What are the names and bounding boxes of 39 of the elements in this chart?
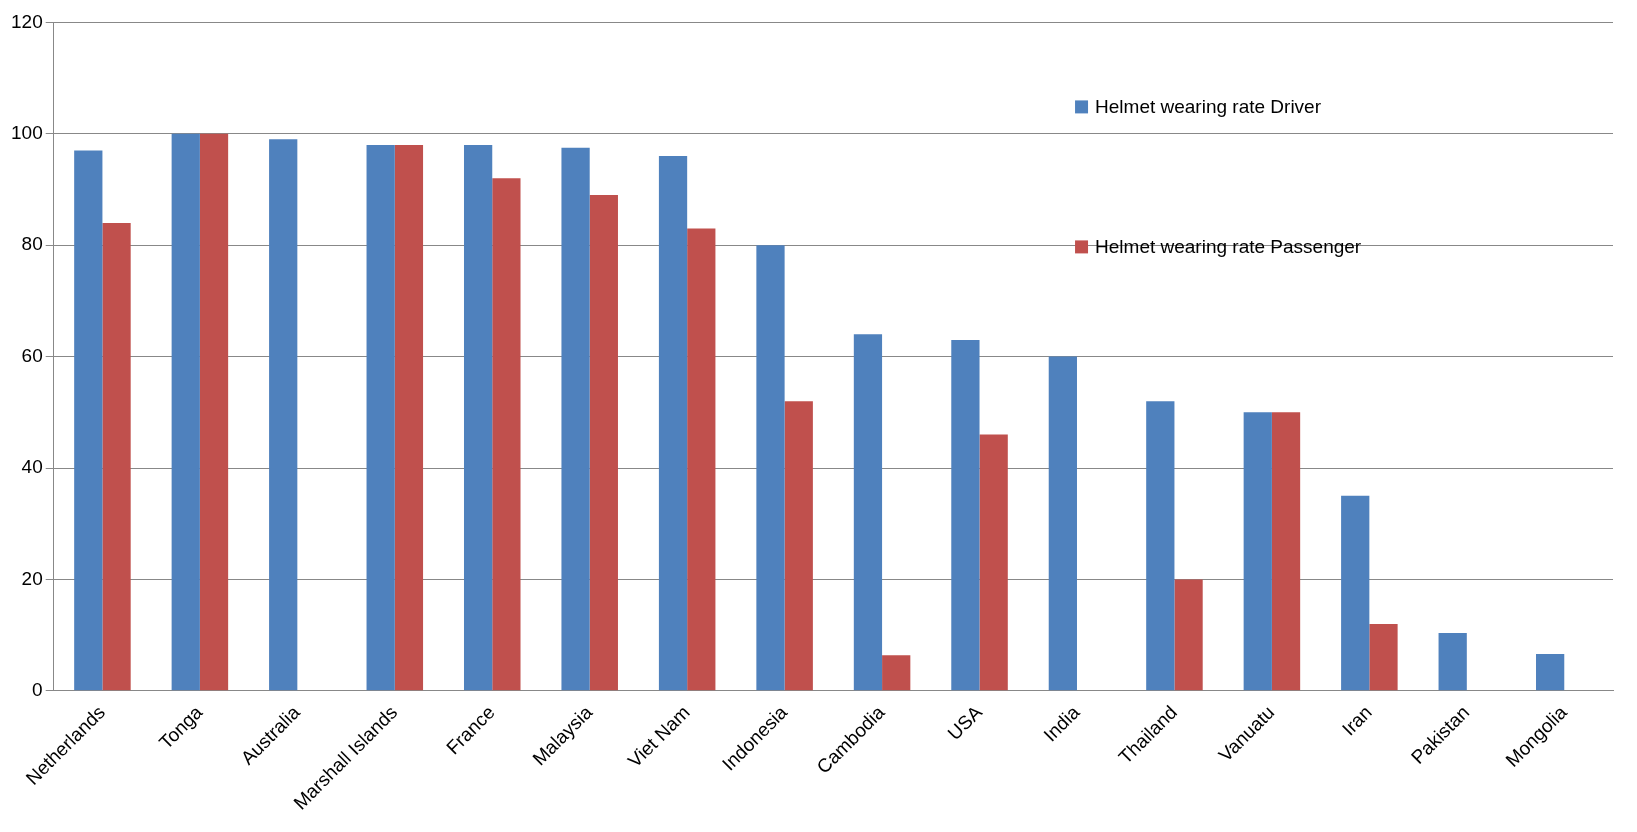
bar (1341, 495, 1370, 691)
bar (979, 434, 1008, 691)
x-tick-label: USA (943, 701, 987, 745)
bar (269, 139, 298, 691)
bar (1271, 412, 1301, 691)
bar (199, 133, 229, 691)
bar (1369, 623, 1398, 691)
bar (853, 334, 883, 691)
bar (784, 401, 813, 691)
bar (171, 133, 200, 691)
bar (1438, 632, 1467, 691)
bar (882, 655, 911, 691)
y-tick-label: 0 (32, 679, 43, 701)
bar (394, 144, 424, 691)
bar (561, 147, 590, 691)
bar (658, 156, 688, 691)
bar (74, 150, 103, 691)
bar (1536, 654, 1565, 691)
bar (1146, 401, 1175, 691)
bar (492, 178, 521, 691)
y-tick-label: 60 (21, 344, 43, 366)
bar (463, 144, 493, 691)
bar (1243, 412, 1272, 691)
legend-label: Helmet wearing rate Passenger (1095, 235, 1362, 257)
y-tick-label: 100 (11, 122, 43, 144)
x-tick-label: Iran (1337, 701, 1376, 740)
legend-label: Helmet wearing rate Driver (1095, 95, 1322, 117)
y-tick-label: 40 (21, 456, 43, 478)
bar (102, 222, 131, 691)
bar (1174, 579, 1203, 691)
bar (589, 195, 618, 691)
bar (756, 245, 785, 691)
bar (951, 339, 980, 691)
y-tick-label: 120 (11, 10, 43, 32)
bar (366, 144, 395, 691)
y-tick-label: 80 (21, 233, 43, 255)
bar (687, 228, 716, 691)
y-tick-label: 20 (21, 567, 43, 589)
bar (1048, 356, 1077, 691)
